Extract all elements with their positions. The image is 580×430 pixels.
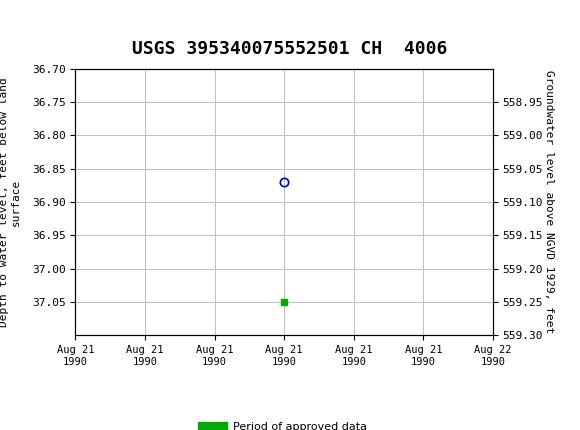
Text: USGS 395340075552501 CH  4006: USGS 395340075552501 CH 4006 bbox=[132, 40, 448, 58]
Y-axis label: Depth to water level, feet below land
surface: Depth to water level, feet below land su… bbox=[0, 77, 21, 327]
Text: USGS: USGS bbox=[75, 16, 126, 36]
Y-axis label: Groundwater level above NGVD 1929, feet: Groundwater level above NGVD 1929, feet bbox=[545, 71, 554, 334]
Legend: Period of approved data: Period of approved data bbox=[197, 418, 371, 430]
